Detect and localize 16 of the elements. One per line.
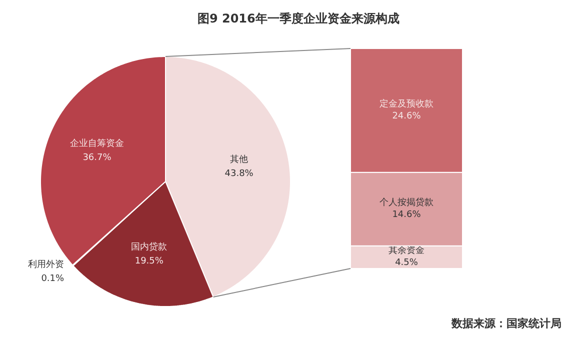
data-label: 24.6% xyxy=(392,111,422,122)
data-label: 43.8% xyxy=(224,168,254,179)
data-label: 4.5% xyxy=(395,258,418,268)
series-label: 个人按揭贷款 xyxy=(380,197,434,208)
slice-label: 其他 xyxy=(230,154,248,165)
slice-label: 国内贷款 xyxy=(131,242,168,253)
data-label: 19.5% xyxy=(134,256,164,267)
series-label: 定金及预收款 xyxy=(380,98,434,110)
chart-title: 图9 2016年一季度企业资金来源构成 xyxy=(197,12,400,26)
slice-label: 企业自筹资金 xyxy=(70,138,124,149)
data-label: 14.6% xyxy=(392,210,422,220)
series-label: 其余资金 xyxy=(388,245,424,256)
source-note: 数据来源：国家统计局 xyxy=(450,317,562,330)
data-label: 36.7% xyxy=(82,152,112,163)
slice-label: 利用外资 xyxy=(28,258,64,270)
data-label: 0.1% xyxy=(41,274,65,284)
